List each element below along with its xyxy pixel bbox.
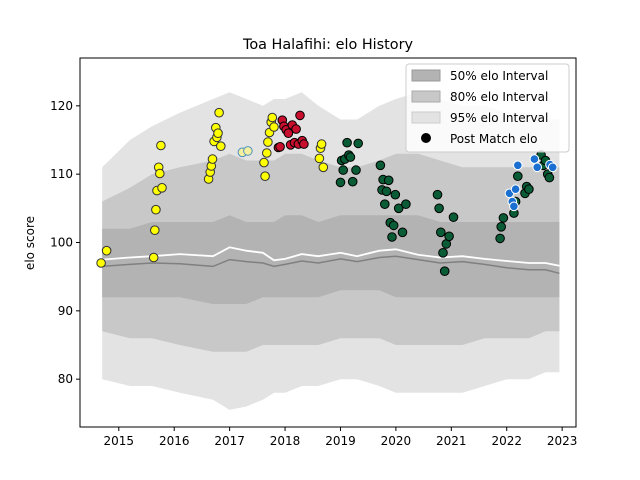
post-match-point	[434, 203, 444, 214]
y-tick-label: 110	[50, 167, 73, 181]
x-tick-label: 2021	[436, 434, 467, 448]
chart-title: Toa Halafihi: elo History	[242, 37, 414, 53]
post-match-point	[513, 160, 523, 171]
post-match-point	[260, 171, 270, 181]
y-axis-label: elo score	[23, 216, 37, 270]
post-match-point	[524, 184, 534, 194]
post-match-point	[397, 227, 408, 238]
x-axis-ticks: 2015 2016 2017 2018 2019 2020 2021 2022 2023	[104, 427, 578, 448]
post-match-point	[213, 128, 223, 138]
post-match-point	[299, 139, 309, 149]
post-match-point	[388, 220, 399, 231]
legend-label-80: 80% elo Interval	[450, 90, 548, 104]
x-tick-label: 2017	[214, 434, 245, 448]
post-match-point	[259, 157, 269, 168]
post-match-point	[513, 171, 523, 181]
x-tick-label: 2023	[547, 434, 578, 448]
interval-bands	[102, 92, 560, 410]
post-match-point	[156, 140, 166, 151]
post-match-point	[401, 199, 411, 209]
post-match-point	[496, 222, 507, 232]
post-match-point	[438, 248, 448, 258]
post-match-point	[269, 122, 279, 132]
post-match-point	[243, 146, 253, 156]
x-tick-label: 2020	[381, 434, 412, 448]
post-match-point	[155, 168, 165, 179]
median-lines	[102, 246, 560, 275]
post-match-point	[295, 110, 305, 121]
y-tick-label: 90	[58, 304, 73, 318]
post-match-point	[444, 231, 454, 242]
median-elo-line	[102, 246, 560, 267]
post-match-point	[383, 175, 394, 186]
y-tick-label: 80	[58, 372, 73, 386]
x-tick-label: 2015	[104, 434, 135, 448]
legend-box	[405, 63, 570, 153]
post-match-point	[387, 232, 397, 242]
legend-marker-post-match	[421, 133, 431, 143]
legend-swatch-50	[411, 69, 441, 82]
post-match-point	[150, 225, 160, 235]
post-match-point	[216, 141, 226, 151]
post-match-point	[214, 107, 224, 118]
post-match-point	[381, 186, 392, 197]
post-match-point	[547, 162, 558, 173]
post-match-point	[393, 203, 404, 214]
y-tick-label: 100	[50, 236, 73, 250]
post-match-point	[316, 139, 327, 149]
post-match-point	[101, 245, 112, 256]
post-match-point	[148, 252, 159, 263]
post-match-point	[375, 160, 386, 171]
post-match-point	[275, 142, 285, 152]
post-match-point	[267, 112, 278, 123]
post-match-point	[510, 184, 521, 194]
post-match-point	[439, 266, 450, 277]
lower-elo-line	[102, 255, 560, 275]
post-match-point	[495, 233, 505, 244]
post-match-point	[291, 124, 301, 134]
post-match-point	[532, 162, 543, 173]
post-match-points	[96, 107, 558, 277]
post-match-point	[390, 189, 401, 200]
post-match-point	[509, 201, 519, 212]
post-match-point	[342, 137, 352, 148]
post-match-point	[338, 165, 349, 175]
y-tick-label: 120	[50, 99, 73, 113]
post-match-point	[353, 138, 364, 149]
post-match-point	[263, 137, 273, 147]
post-match-point	[318, 162, 329, 173]
x-tick-label: 2022	[491, 434, 522, 448]
post-match-point	[432, 189, 443, 200]
post-match-point	[335, 177, 346, 188]
y-axis-ticks: 80 90 100 110 120	[50, 99, 80, 386]
post-match-point	[448, 212, 459, 222]
post-match-point	[544, 172, 555, 183]
legend-swatch-95	[411, 111, 441, 124]
legend-label-95: 95% elo Interval	[450, 111, 548, 125]
post-match-point	[151, 204, 161, 215]
post-match-point	[283, 128, 294, 138]
post-match-point	[498, 213, 509, 223]
post-match-point	[351, 165, 361, 175]
post-match-point	[529, 154, 540, 164]
post-match-point	[157, 183, 167, 193]
x-tick-label: 2018	[270, 434, 301, 448]
post-match-point	[314, 153, 325, 164]
x-tick-label: 2016	[159, 434, 190, 448]
legend-label-post-match: Post Match elo	[450, 132, 537, 146]
post-match-point	[347, 176, 358, 187]
legend-label-50: 50% elo Interval	[450, 69, 548, 83]
post-match-point	[207, 154, 218, 164]
post-match-point	[345, 152, 356, 162]
post-match-point	[262, 148, 272, 158]
legend-swatch-80	[411, 90, 441, 103]
post-match-point	[380, 199, 390, 209]
post-match-point	[96, 258, 106, 268]
legend: 50% elo Interval 80% elo Interval 95% el…	[405, 63, 570, 153]
post-match-point	[436, 227, 446, 238]
x-tick-label: 2019	[325, 434, 356, 448]
